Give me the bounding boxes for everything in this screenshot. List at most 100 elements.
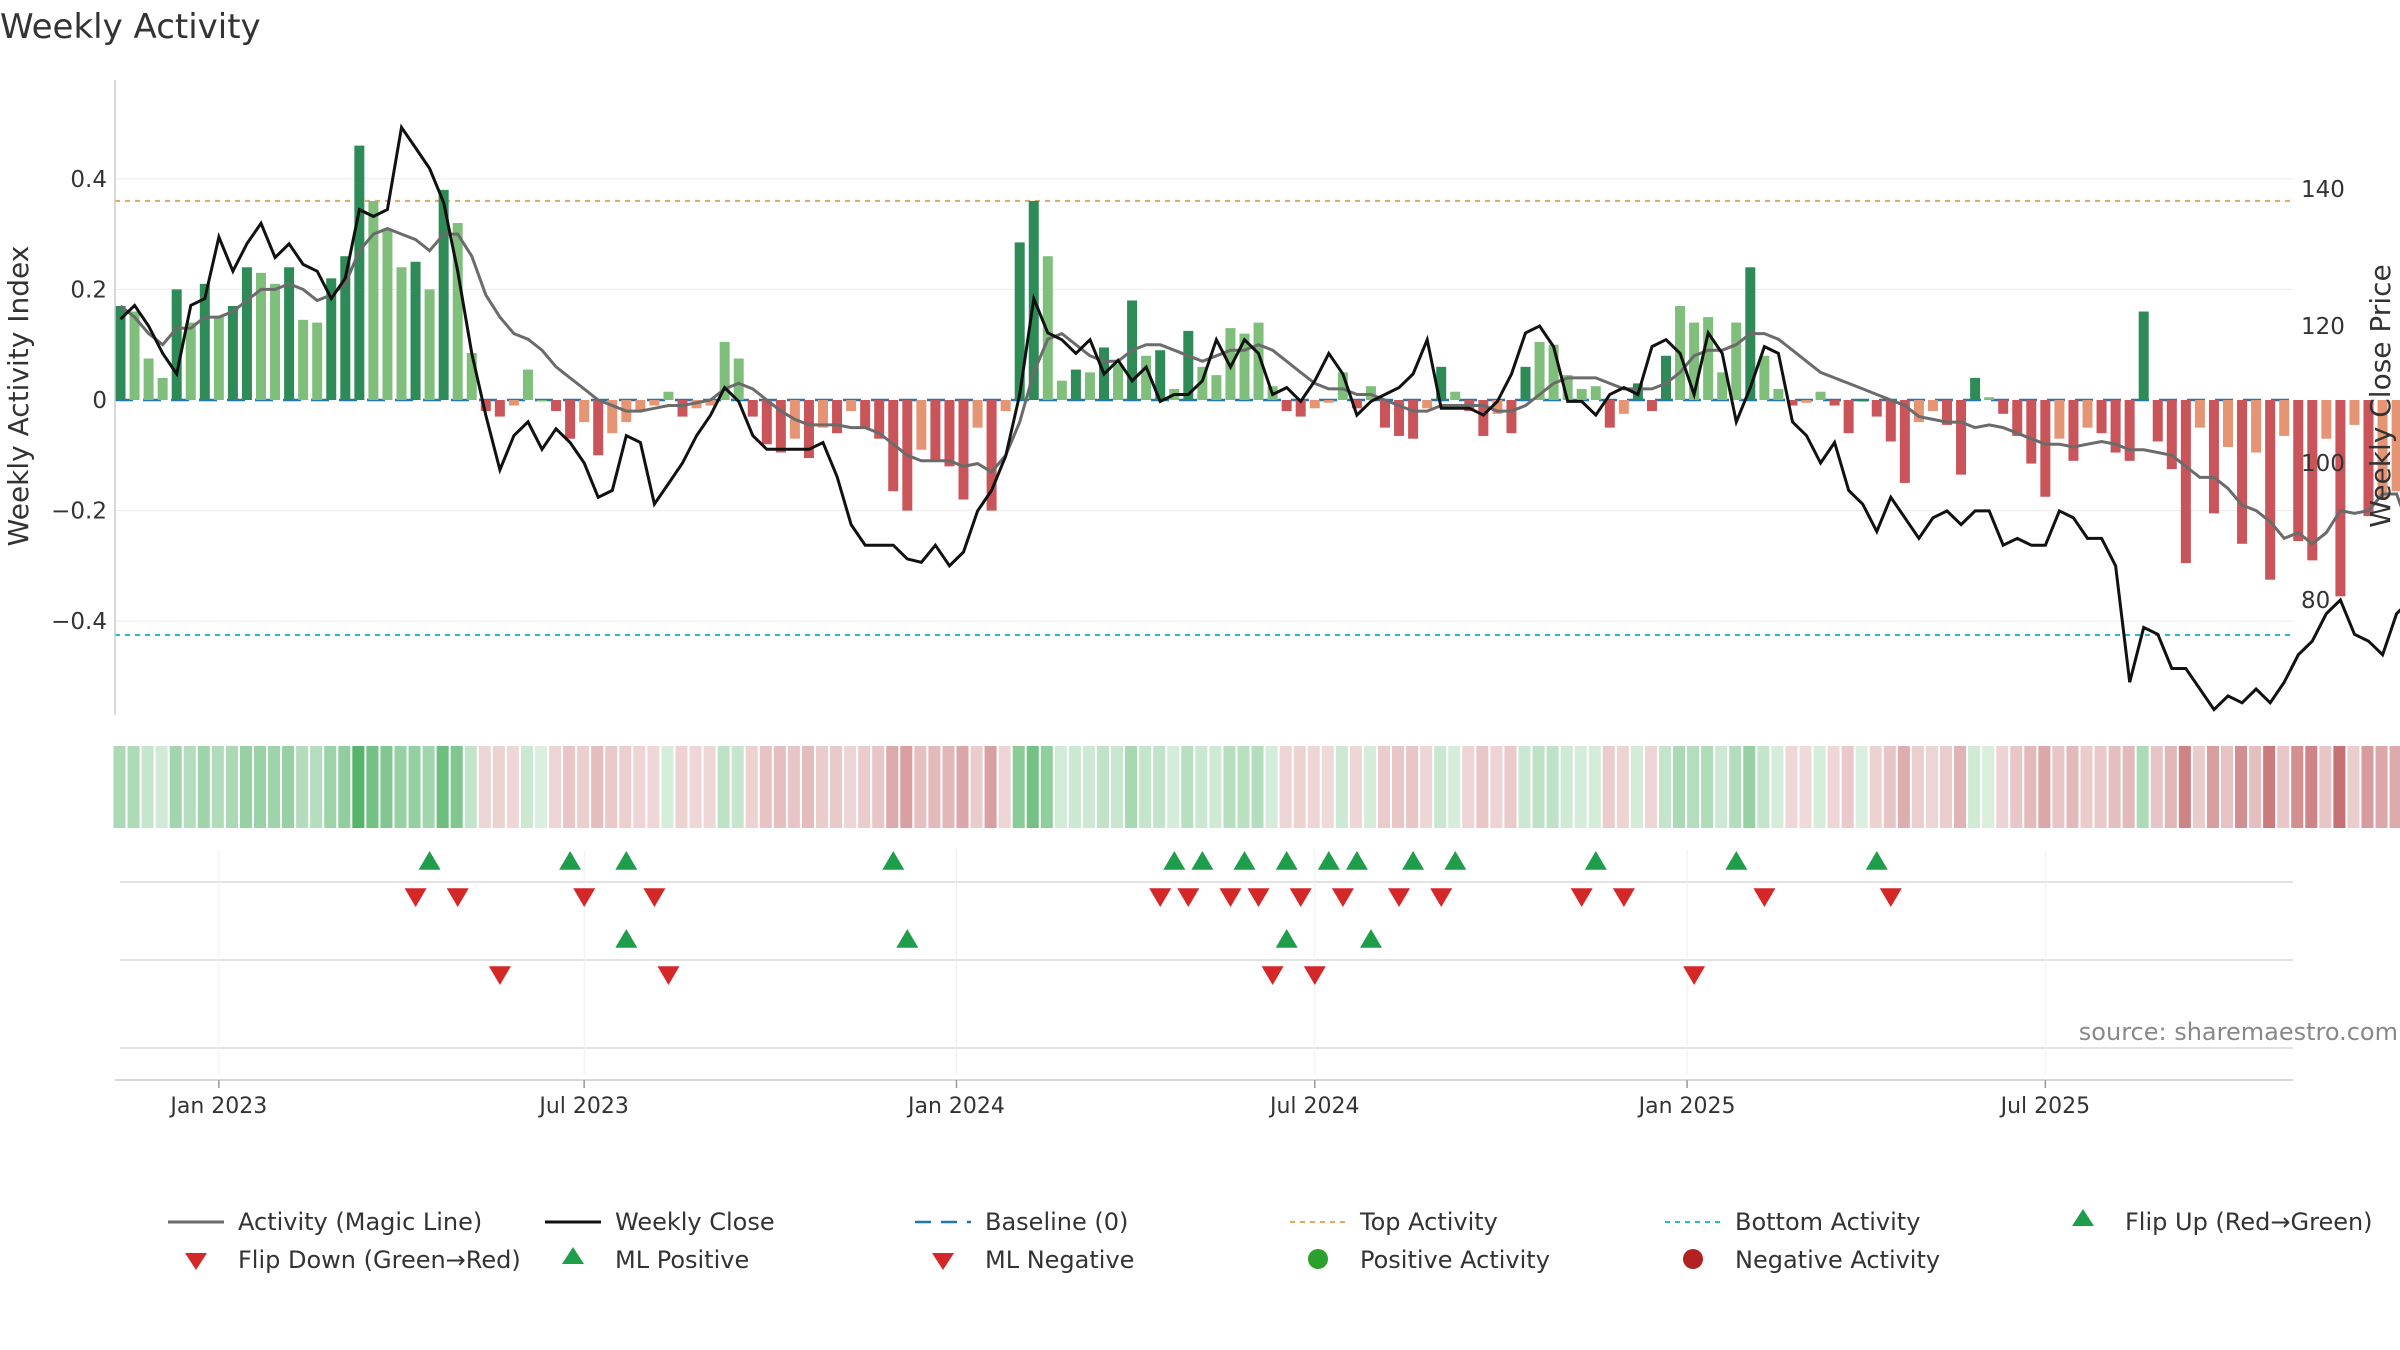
heat-cell-44 <box>731 746 744 828</box>
heat-cell-52 <box>844 746 857 828</box>
heat-cell-63 <box>998 746 1011 828</box>
heat-cell-98 <box>1490 746 1503 828</box>
heat-cell-15 <box>324 746 337 828</box>
heat-cell-91 <box>1392 746 1405 828</box>
legend-swatch-mlpos <box>562 1247 584 1264</box>
flip-down-marker-5 <box>1177 888 1200 907</box>
heat-cell-45 <box>745 746 758 828</box>
flip-up-marker-11 <box>1444 851 1467 870</box>
heat-cell-23 <box>436 746 449 828</box>
left-tick-label-0: 0.4 <box>70 167 107 193</box>
activity-bar-148 <box>2194 400 2205 428</box>
heat-cell-49 <box>801 746 814 828</box>
heat-cell-33 <box>577 746 590 828</box>
heat-cell-60 <box>956 746 969 828</box>
heat-cell-115 <box>1729 746 1742 828</box>
chart-title: Weekly Activity <box>0 7 261 47</box>
heat-cell-95 <box>1448 746 1461 828</box>
activity-bar-32 <box>565 400 576 439</box>
date-tick-label-4: Jan 2025 <box>1637 1094 1736 1119</box>
activity-bar-105 <box>1590 386 1601 400</box>
heat-cell-20 <box>394 746 407 828</box>
activity-bar-125 <box>1871 400 1882 417</box>
flip-up-marker-8 <box>1317 851 1340 870</box>
activity-bar-151 <box>2237 400 2248 544</box>
activity-bar-123 <box>1843 400 1854 434</box>
heat-cell-1 <box>127 746 140 828</box>
activity-bar-146 <box>2166 400 2177 470</box>
heat-cell-58 <box>928 746 941 828</box>
heat-cell-153 <box>2263 746 2276 828</box>
heat-cell-145 <box>2150 746 2163 828</box>
activity-bar-141 <box>2096 400 2107 434</box>
activity-bar-69 <box>1084 372 1095 400</box>
activity-bar-162 <box>2391 400 2400 492</box>
activity-bar-99 <box>1506 400 1517 434</box>
activity-bar-90 <box>1380 400 1390 428</box>
right-tick-label-1: 120 <box>2301 314 2345 340</box>
activity-bar-114 <box>1717 372 1728 400</box>
heat-cell-109 <box>1644 746 1657 828</box>
heat-cell-112 <box>1687 746 1700 828</box>
heat-cell-105 <box>1588 746 1601 828</box>
heat-cell-16 <box>338 746 351 828</box>
heat-cell-129 <box>1925 746 1938 828</box>
activity-bar-101 <box>1534 341 1545 400</box>
activity-bar-124 <box>1857 400 1868 402</box>
heat-cell-5 <box>183 746 196 828</box>
activity-bar-20 <box>396 267 407 400</box>
heat-cell-61 <box>970 746 983 828</box>
heat-cell-34 <box>591 746 604 828</box>
activity-bar-2 <box>143 358 154 400</box>
heat-cell-124 <box>1855 746 1868 828</box>
heat-cell-59 <box>942 746 955 828</box>
heat-cell-156 <box>2305 746 2318 828</box>
activity-bar-130 <box>1942 400 1952 425</box>
ml-negative-marker-2 <box>1261 966 1284 985</box>
flip-down-marker-2 <box>573 888 596 907</box>
heat-cell-2 <box>141 746 154 828</box>
activity-bar-68 <box>1070 369 1081 400</box>
heat-cell-84 <box>1293 746 1306 828</box>
legend-label-mlpos: ML Positive <box>615 1246 749 1274</box>
activity-bar-37 <box>635 400 646 412</box>
legend-label-mlneg: ML Negative <box>985 1246 1134 1274</box>
heat-cell-104 <box>1574 746 1587 828</box>
heat-cell-90 <box>1377 746 1391 828</box>
activity-bar-115 <box>1731 322 1742 400</box>
activity-bars <box>115 145 2400 597</box>
activity-bar-64 <box>1014 242 1025 400</box>
date-tick-label-1: Jul 2023 <box>537 1094 629 1119</box>
legend-label-flipup: Flip Up (Red→Green) <box>2125 1208 2373 1236</box>
heat-cell-89 <box>1363 746 1376 828</box>
heat-cell-11 <box>268 746 281 828</box>
activity-bar-98 <box>1492 400 1503 414</box>
activity-bar-62 <box>986 400 997 511</box>
heat-cell-7 <box>211 746 224 828</box>
activity-bar-122 <box>1829 400 1840 406</box>
heat-cell-56 <box>900 746 913 828</box>
activity-bar-150 <box>2223 400 2233 448</box>
right-tick-label-3: 80 <box>2301 588 2330 614</box>
activity-bar-10 <box>256 272 266 400</box>
legend-swatch-flipdown <box>185 1253 207 1270</box>
heat-cell-151 <box>2235 746 2248 828</box>
heat-cell-17 <box>352 746 365 828</box>
right-tick-label-2: 100 <box>2301 451 2345 477</box>
heat-cell-55 <box>886 746 899 828</box>
activity-bar-38 <box>649 400 660 406</box>
activity-bar-93 <box>1422 400 1433 409</box>
activity-bar-102 <box>1548 344 1559 400</box>
heat-cell-26 <box>478 746 491 828</box>
activity-bar-80 <box>1239 333 1250 400</box>
heat-cell-22 <box>422 746 435 828</box>
heat-cell-116 <box>1743 746 1756 828</box>
flip-down-marker-4 <box>1149 888 1172 907</box>
heat-cell-135 <box>2010 746 2023 828</box>
date-tick-label-2: Jan 2024 <box>906 1094 1005 1119</box>
activity-bar-128 <box>1913 400 1924 423</box>
activity-bar-28 <box>508 400 519 406</box>
heat-cell-30 <box>534 746 548 828</box>
activity-bar-109 <box>1646 400 1657 412</box>
left-axis-ticks: 0.4 0.2 0 −0.2 −0.4 <box>51 167 107 635</box>
